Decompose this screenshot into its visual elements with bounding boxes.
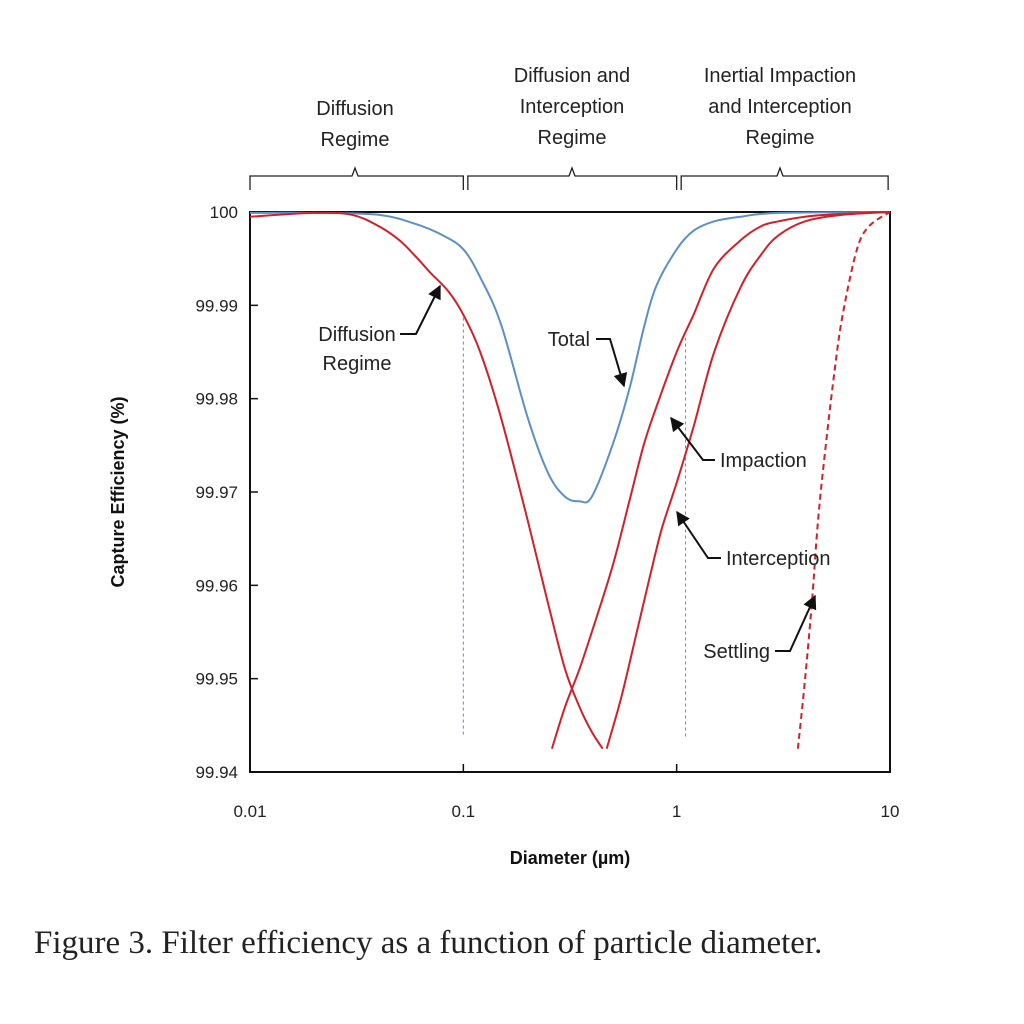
regime-label-line: Interception <box>520 96 625 118</box>
x-tick-label: 0.1 <box>452 802 476 821</box>
curve-annotations: Diffusion Regime Total Impaction Interceptio… <box>318 284 831 663</box>
regime-3: Inertial Impaction and Interception Regime <box>680 65 889 190</box>
annotation-impaction: Impaction <box>670 416 807 472</box>
leader-arrow <box>775 594 817 652</box>
regime-2: Diffusion and Interception Regime <box>467 65 678 190</box>
annotation-label: Diffusion <box>318 324 395 346</box>
regime-label-line: Regime <box>746 127 815 149</box>
annotation-settling: Settling <box>703 594 817 663</box>
y-tick-label: 99.96 <box>195 576 238 595</box>
annotation-label: Impaction <box>720 450 807 472</box>
plot-frame <box>249 211 891 773</box>
figure-caption: Figure 3. Filter efficiency as a functio… <box>34 925 823 961</box>
x-tick-label: 1 <box>672 802 681 821</box>
regime-bracket <box>249 166 464 190</box>
y-tick-label: 99.94 <box>195 763 238 782</box>
leader-arrow <box>670 416 715 461</box>
series-curves <box>249 211 891 750</box>
regime-label-line: Inertial Impaction <box>704 65 856 87</box>
series-line-diffusion <box>249 211 604 750</box>
annotation-label: Settling <box>703 641 770 663</box>
regime-label-line: Diffusion <box>316 98 393 120</box>
annotation-label: Regime <box>323 353 392 375</box>
regime-brackets: Diffusion Regime Diffusion and Interception… <box>249 65 889 190</box>
regime-1: Diffusion Regime <box>249 98 464 190</box>
annotation-label: Total <box>548 329 590 351</box>
x-tick-label: 0.01 <box>233 802 266 821</box>
regime-label-line: and Interception <box>708 96 851 118</box>
regime-bracket <box>467 166 678 190</box>
regime-bracket <box>680 166 889 190</box>
regime-label-line: Regime <box>321 129 390 151</box>
leader-arrow <box>400 284 441 335</box>
axes: 0.01 0.1 1 10 99.9499.9599.9699.9799.9899.9… <box>108 203 899 868</box>
x-tick-label: 10 <box>881 802 900 821</box>
reference-lines <box>462 314 686 737</box>
y-axis-title: Capture Efficiency (%) <box>108 396 128 587</box>
y-tick-label: 99.95 <box>195 670 238 689</box>
y-tick-label: 99.98 <box>195 390 238 409</box>
y-tick-label: 99.99 <box>195 296 238 315</box>
annotation-diffusion: Diffusion Regime <box>318 284 441 375</box>
series-line-interception <box>605 211 891 749</box>
x-axis-ticks: 0.01 0.1 1 10 <box>233 764 899 821</box>
series-line-total <box>249 211 891 504</box>
leader-arrow <box>596 338 628 388</box>
regime-label-line: Regime <box>538 127 607 149</box>
y-tick-label: 100 <box>210 203 238 222</box>
annotation-total: Total <box>548 329 628 388</box>
regime-label-line: Diffusion and <box>514 65 630 87</box>
series-line-settling <box>796 211 891 749</box>
annotation-label: Interception <box>726 548 831 570</box>
x-axis-title: Diameter (µm) <box>510 848 630 868</box>
y-tick-label: 99.97 <box>195 483 238 502</box>
y-axis-ticks: 99.94 99.95 99.96 99.97 99.98 99.99 100 <box>195 203 258 782</box>
series-line-impaction <box>550 211 891 749</box>
annotation-interception: Interception <box>676 510 831 570</box>
leader-arrow <box>676 510 721 559</box>
